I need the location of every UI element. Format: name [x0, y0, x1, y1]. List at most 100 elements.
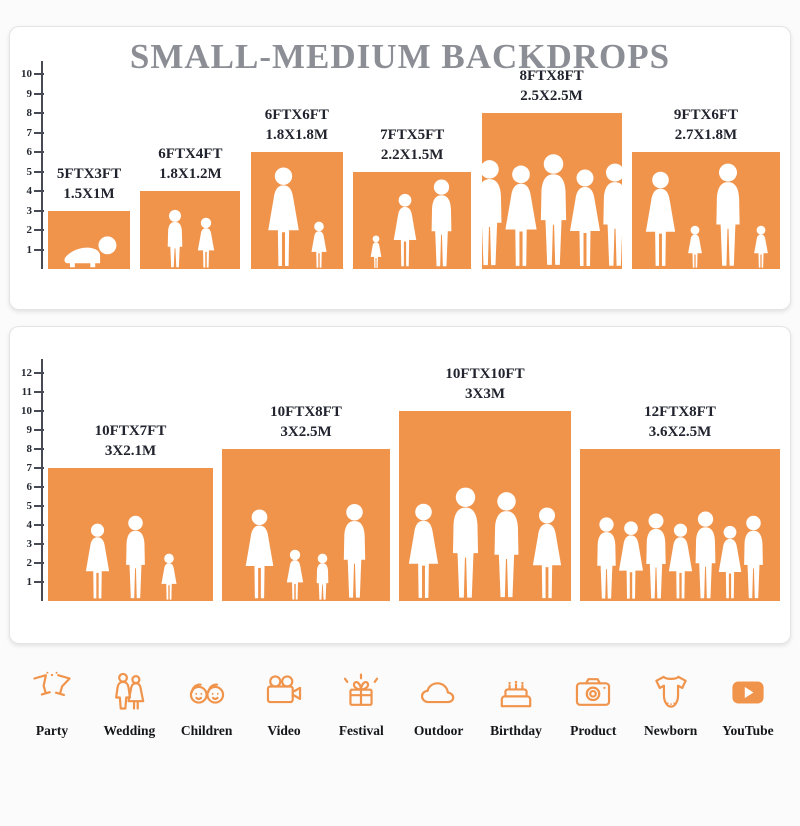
backdrop-size-label: 10FTX10FT 3X3M — [445, 365, 524, 405]
woman-silhouette — [528, 507, 566, 601]
backdrop-10x10: 10FTX10FT 3X3M — [399, 365, 571, 601]
ruler-tick-label: 9 — [26, 424, 43, 436]
girl-silhouette — [685, 225, 705, 269]
feet-scale-ruler: 1 2 3 4 5 6 7 8 9 10 — [17, 61, 44, 269]
figure-group — [48, 233, 130, 269]
backdrop-bars-row: 10FTX7FT 3X2.1M 10FTX8FT 3X2.5M — [48, 365, 780, 601]
category-children: Children — [171, 670, 243, 739]
woman-silhouette — [390, 193, 420, 269]
ruler-tick-label: 1 — [26, 243, 43, 256]
video-icon — [266, 675, 302, 704]
size-ft: 5FTX3FT — [56, 166, 122, 183]
backdrop-swatch — [140, 191, 241, 269]
category-newborn: Newborn — [635, 670, 707, 739]
ruler-tick-label: 6 — [26, 146, 43, 158]
outdoor-icon — [420, 682, 454, 704]
category-wedding: Wedding — [93, 670, 165, 739]
figure-group — [632, 163, 780, 269]
birthday-icon — [500, 680, 532, 708]
ruler-tick-label: 11 — [21, 386, 45, 398]
backdrop-swatch — [48, 211, 130, 269]
backdrop-swatch — [48, 468, 213, 601]
figure-group — [140, 209, 240, 269]
backdrop-size-infographic: { "header": { "title": "SMALL-MEDIUM BAC… — [0, 26, 800, 826]
size-ft: 12FTX8FT — [644, 404, 716, 421]
category-youtube: YouTube — [712, 670, 784, 739]
size-ft: 10FTX7FT — [94, 423, 167, 440]
figure-group — [48, 515, 213, 601]
backdrop-swatch — [631, 152, 780, 269]
ruler-tick-label: 6 — [26, 481, 43, 493]
man-silhouette — [710, 163, 746, 269]
wedding-icon — [115, 672, 145, 710]
ruler-tick-label: 8 — [26, 107, 43, 119]
ruler-tick-label: 3 — [26, 538, 43, 550]
man-silhouette — [739, 515, 768, 601]
backdrop-bars-row: 5FTX3FT 1.5X1M 6FTX4FT 1.8X1.2M — [48, 67, 780, 269]
newborn-icon — [654, 675, 687, 708]
page-title: SMALL-MEDIUM BACKDROPS — [129, 37, 671, 76]
woman-silhouette — [241, 509, 278, 601]
man-silhouette — [426, 179, 457, 269]
backdrop-size-label: 10FTX8FT 3X2.5M — [270, 403, 342, 443]
backdrop-swatch — [353, 172, 472, 269]
size-m: 1.8X1.2M — [159, 166, 222, 183]
category-label: Outdoor — [413, 723, 464, 738]
ruler-tick-label: 9 — [26, 87, 43, 100]
backdrop-swatch — [399, 411, 571, 601]
size-m: 1.5X1M — [63, 186, 115, 203]
size-m: 3.6X2.5M — [648, 424, 712, 441]
backdrop-swatch — [580, 449, 780, 601]
woman-silhouette — [263, 167, 304, 269]
size-ft: 10FTX8FT — [270, 404, 342, 421]
category-label: Festival — [338, 723, 384, 738]
small-medium-panel: SMALL-MEDIUM BACKDROPS 1 2 3 4 5 6 7 8 9… — [9, 26, 791, 310]
backdrop-5x3: 5FTX3FT 1.5X1M — [48, 165, 130, 269]
ruler-tick-label: 10 — [21, 405, 44, 417]
backdrop-size-label: 10FTX7FT 3X2.1M — [95, 422, 167, 462]
feet-scale-ruler: 1 2 3 4 5 6 7 8 9 10 11 12 — [17, 359, 45, 601]
ruler-tick-label: 3 — [26, 204, 43, 217]
girl-silhouette — [308, 221, 330, 269]
size-ft: 10FTX10FT — [445, 366, 525, 383]
category-label: Wedding — [103, 723, 156, 738]
boy-silhouette — [162, 209, 188, 269]
ruler-tick-label: 12 — [21, 367, 44, 379]
size-m: 3X2.5M — [280, 424, 332, 441]
size-m: 3X3M — [464, 386, 505, 403]
figure-group — [353, 179, 471, 269]
backdrop-10x7: 10FTX7FT 3X2.1M — [48, 422, 213, 601]
backdrop-6x6: 6FTX6FT 1.8X1.8M — [250, 106, 343, 269]
figure-group — [399, 487, 571, 601]
girl-silhouette — [158, 553, 180, 601]
backdrop-12x8: 12FTX8FT 3.6X2.5M — [580, 403, 780, 601]
figure-group — [251, 167, 343, 269]
woman-silhouette — [404, 503, 443, 601]
children-icon — [189, 683, 224, 704]
category-video: Video — [248, 670, 320, 739]
girl-silhouette — [283, 549, 307, 601]
category-label: Birthday — [490, 723, 542, 738]
ruler-tick-label: 7 — [26, 126, 43, 139]
category-birthday: Birthday — [480, 670, 552, 739]
category-label: YouTube — [722, 723, 774, 738]
backdrop-7x5: 7FTX5FT 2.2X1.5M — [353, 126, 472, 269]
backdrop-9x6: 9FTX6FT 2.7X1.8M — [631, 106, 780, 269]
ruler-tick-label: 4 — [26, 519, 43, 531]
large-panel: 1 2 3 4 5 6 7 8 9 10 11 12 10FTX7FT 3X2.… — [9, 326, 791, 644]
category-label: Product — [570, 723, 617, 738]
size-m: 1.8X1.8M — [265, 127, 329, 144]
youtube-icon — [732, 681, 764, 704]
size-ft: 8FTX8FT — [519, 68, 584, 85]
category-label: Newborn — [644, 723, 698, 738]
backdrop-size-label: 9FTX6FT 2.7X1.8M — [674, 106, 738, 146]
ruler-tick-label: 4 — [26, 185, 43, 197]
man-silhouette — [488, 491, 525, 601]
backdrop-10x8: 10FTX8FT 3X2.5M — [222, 403, 390, 601]
boy-silhouette — [312, 553, 333, 601]
backdrop-size-label: 6FTX6FT 1.8X1.8M — [265, 106, 329, 146]
party-icon — [33, 671, 71, 697]
size-ft: 7FTX5FT — [380, 127, 445, 144]
man-silhouette — [446, 487, 485, 601]
woman-silhouette — [82, 523, 113, 601]
